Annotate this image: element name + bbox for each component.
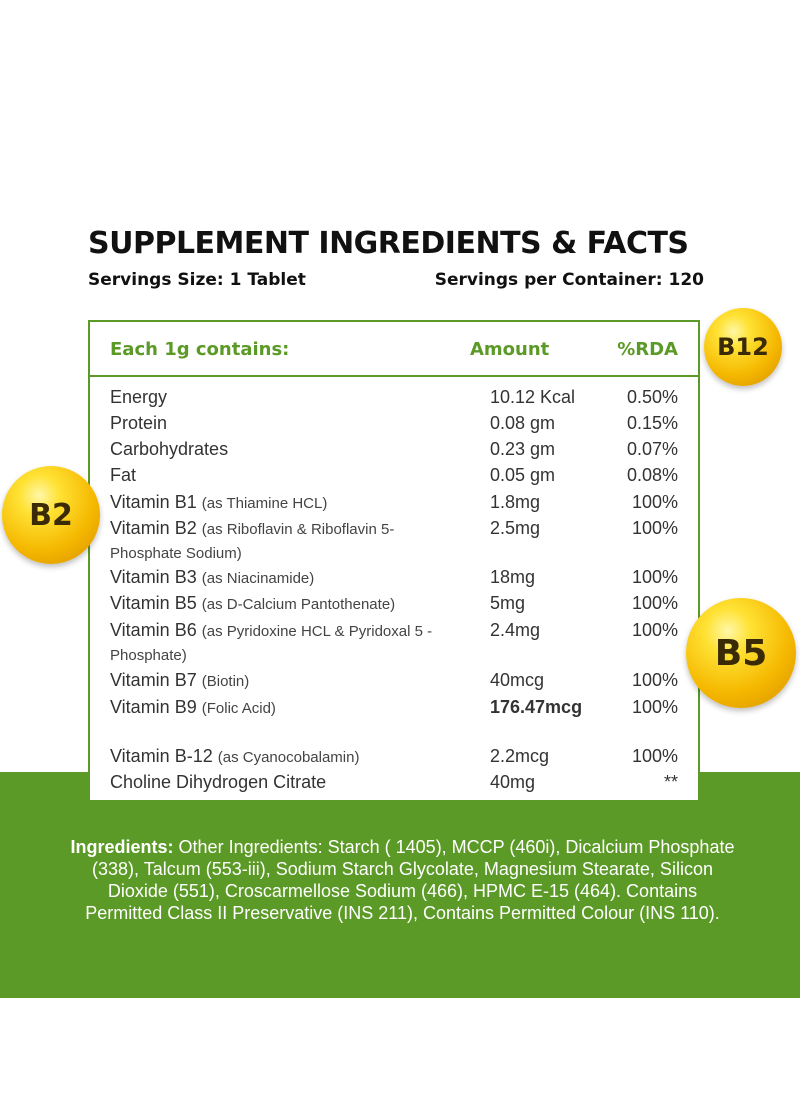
nutrient-amount: 1.8mg bbox=[490, 492, 541, 512]
nutrient-name: Vitamin B1 bbox=[110, 492, 197, 512]
servings-per-container: Servings per Container: 120 bbox=[434, 270, 704, 290]
nutrient-name: Protein bbox=[110, 413, 168, 433]
nutrient-rda: 0.15% bbox=[626, 413, 678, 433]
nutrient-rda: 0.50% bbox=[626, 387, 678, 407]
header-rda: %RDA bbox=[617, 339, 678, 360]
header-label: Each 1g contains: bbox=[110, 339, 290, 360]
nutrient-detail: (Folic Acid) bbox=[201, 700, 276, 717]
nutrient-detail: (as Pyridoxine HCL & Pyridoxal 5 - Phosp… bbox=[110, 623, 433, 664]
nutrient-detail: (Biotin) bbox=[201, 673, 250, 690]
nutrient-amount: 176.47mcg bbox=[490, 697, 583, 717]
page-title: SUPPLEMENT INGREDIENTS & FACTS bbox=[88, 226, 689, 261]
nutrient-name: Fat bbox=[110, 465, 137, 485]
b12-vitamin-badge: B12 bbox=[704, 308, 782, 386]
nutrition-table: Each 1g contains: Amount %RDA Energy 10.… bbox=[88, 320, 700, 802]
nutrient-name: Vitamin B-12 bbox=[110, 746, 213, 766]
nutrient-name: Vitamin B6 bbox=[110, 620, 197, 640]
nutrient-amount: 0.23 gm bbox=[490, 439, 556, 459]
nutrient-name: Vitamin B2 bbox=[110, 518, 197, 538]
nutrient-rda: 0.08% bbox=[626, 465, 678, 485]
b2-vitamin-badge: B2 bbox=[2, 466, 100, 564]
b5-vitamin-badge: B5 bbox=[686, 598, 796, 708]
serving-size: Servings Size: 1 Tablet bbox=[88, 270, 306, 290]
nutrient-rda: 100% bbox=[631, 593, 678, 613]
nutrient-rda: 100% bbox=[631, 492, 678, 512]
ingredients-text: Other Ingredients: Starch ( 1405), MCCP … bbox=[85, 837, 735, 923]
nutrient-detail: (as Riboflavin & Riboflavin 5-Phosphate … bbox=[110, 521, 395, 562]
nutrient-rda: 100% bbox=[631, 518, 678, 538]
ingredients-statement: Ingredients: Other Ingredients: Starch (… bbox=[70, 836, 735, 924]
nutrient-rda: 0.07% bbox=[626, 439, 678, 459]
nutrient-amount: 10.12 Kcal bbox=[490, 387, 576, 407]
nutrient-name: Vitamin B3 bbox=[110, 567, 197, 587]
nutrient-name: Energy bbox=[110, 387, 168, 407]
nutrient-name: Carbohydrates bbox=[110, 439, 229, 459]
nutrient-name: Vitamin B7 bbox=[110, 670, 197, 690]
nutrient-name: Choline Dihydrogen Citrate bbox=[110, 772, 327, 792]
nutrient-rda: ** bbox=[663, 772, 678, 792]
nutrient-name: Vitamin B5 bbox=[110, 593, 197, 613]
nutrient-detail: (as Niacinamide) bbox=[201, 570, 315, 587]
nutrient-rda: 100% bbox=[631, 567, 678, 587]
header-amount: Amount bbox=[470, 339, 550, 360]
nutrient-amount: 40mg bbox=[490, 772, 536, 792]
nutrient-detail: (as D-Calcium Pantothenate) bbox=[201, 596, 396, 613]
nutrient-rda: 100% bbox=[631, 746, 678, 766]
nutrient-amount: 2.4mg bbox=[490, 620, 541, 640]
nutrient-detail: (as Thiamine HCL) bbox=[201, 495, 328, 512]
table-header: Each 1g contains: Amount %RDA bbox=[90, 322, 698, 377]
ingredients-label: Ingredients: bbox=[70, 837, 174, 857]
nutrient-amount: 18mg bbox=[490, 567, 536, 587]
nutrient-amount: 5mg bbox=[490, 593, 526, 613]
nutrient-rda: 100% bbox=[631, 697, 678, 717]
nutrient-detail: (as Cyanocobalamin) bbox=[217, 749, 360, 766]
nutrient-amount: 0.08 gm bbox=[490, 413, 556, 433]
nutrient-name: Vitamin B9 bbox=[110, 697, 197, 717]
nutrient-amount: 2.2mcg bbox=[490, 746, 550, 766]
nutrient-rda: 100% bbox=[631, 670, 678, 690]
nutrient-amount: 40mcg bbox=[490, 670, 545, 690]
green-background-band bbox=[0, 772, 800, 998]
nutrient-amount: 0.05 gm bbox=[490, 465, 556, 485]
nutrient-amount: 2.5mg bbox=[490, 518, 541, 538]
nutrient-rda: 100% bbox=[631, 620, 678, 640]
servings-line: Servings Size: 1 Tablet Servings per Con… bbox=[88, 270, 704, 290]
